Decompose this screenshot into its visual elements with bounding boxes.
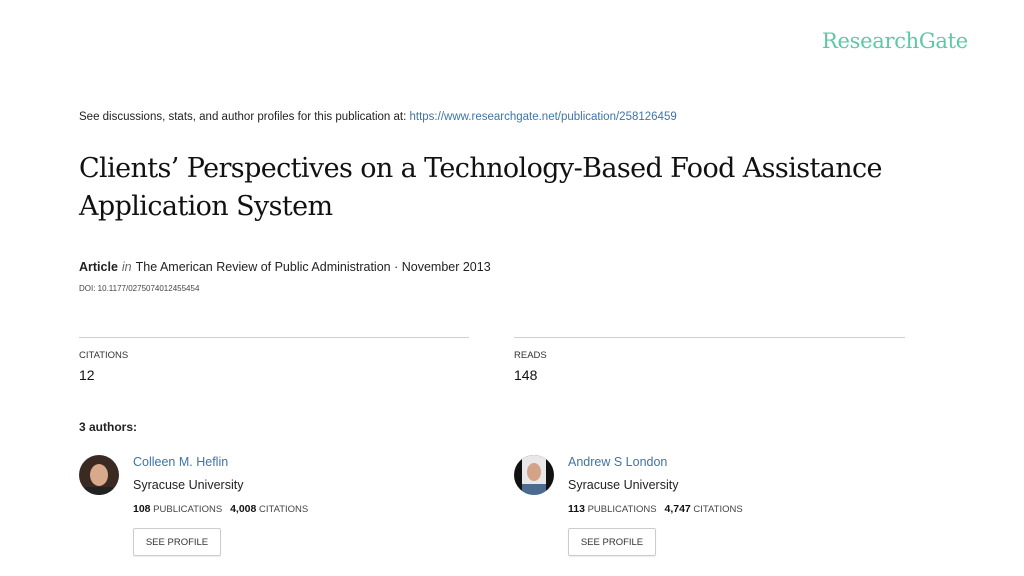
- author-name[interactable]: Andrew S London: [568, 455, 668, 469]
- author-institution: Syracuse University: [133, 478, 244, 492]
- authors-heading: 3 authors:: [79, 420, 138, 434]
- avatar[interactable]: [79, 455, 119, 495]
- journal-date: The American Review of Public Administra…: [135, 260, 491, 274]
- reads-label: READS: [514, 350, 547, 361]
- doi: DOI: 10.1177/0275074012455454: [79, 284, 200, 293]
- publications-label: PUBLICATIONS: [587, 504, 657, 515]
- citations-label: CITATIONS: [693, 504, 743, 515]
- divider: [514, 337, 905, 338]
- author-card: Andrew S London Syracuse University 113 …: [514, 455, 874, 565]
- publication-meta: Article in The American Review of Public A…: [79, 260, 491, 274]
- citations-label: CITATIONS: [259, 504, 309, 515]
- citations-count: 4,747: [664, 503, 691, 515]
- author-counts: 108 PUBLICATIONS 4,008 CITATIONS: [133, 503, 308, 515]
- citations-count: 4,008: [230, 503, 257, 515]
- author-name[interactable]: Colleen M. Heflin: [133, 455, 229, 469]
- author-card: Colleen M. Heflin Syracuse University 10…: [79, 455, 439, 565]
- publications-label: PUBLICATIONS: [153, 504, 223, 515]
- publication-type: Article: [79, 260, 118, 274]
- divider: [79, 337, 469, 338]
- publications-count: 108: [133, 503, 151, 515]
- in-label: in: [121, 260, 132, 274]
- see-discussions-label: See discussions, stats, and author profi…: [79, 111, 410, 123]
- avatar[interactable]: [514, 455, 554, 495]
- see-discussions-text: See discussions, stats, and author profi…: [79, 111, 677, 123]
- author-institution: Syracuse University: [568, 478, 679, 492]
- see-profile-button[interactable]: SEE PROFILE: [568, 528, 656, 556]
- researchgate-logo: ResearchGate: [822, 29, 968, 53]
- citations-value: 12: [79, 367, 95, 383]
- publication-link[interactable]: https://www.researchgate.net/publication…: [409, 111, 677, 123]
- reads-value: 148: [514, 367, 538, 383]
- see-profile-button[interactable]: SEE PROFILE: [133, 528, 221, 556]
- author-counts: 113 PUBLICATIONS 4,747 CITATIONS: [568, 503, 743, 515]
- citations-label: CITATIONS: [79, 350, 129, 361]
- publications-count: 113: [568, 503, 585, 515]
- publication-title: Clients’ Perspectives on a Technology-Ba…: [79, 153, 883, 222]
